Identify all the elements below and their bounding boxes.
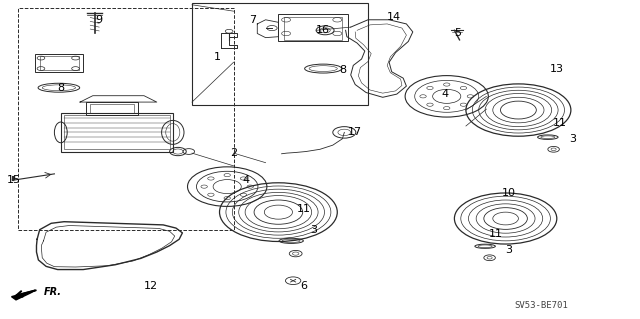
Text: 6: 6 [301, 280, 307, 291]
Text: FR.: FR. [44, 287, 61, 297]
Text: 10: 10 [502, 188, 516, 198]
Text: 3: 3 [506, 245, 512, 256]
Text: 11: 11 [489, 229, 503, 240]
Bar [86, 102, 138, 115]
Bar [278, 14, 348, 41]
Text: 13: 13 [550, 63, 564, 74]
Text: 17: 17 [348, 127, 362, 137]
Text: 5: 5 [454, 28, 461, 39]
Text: 3: 3 [310, 225, 317, 235]
Text: 1: 1 [214, 52, 221, 63]
Bar [40, 56, 79, 70]
Text: 11: 11 [297, 204, 311, 214]
Text: 12: 12 [143, 280, 157, 291]
Text: 8: 8 [339, 65, 346, 75]
Text: 7: 7 [249, 15, 257, 25]
Text: 4: 4 [441, 89, 449, 99]
Bar [35, 54, 83, 72]
Text: 14: 14 [387, 11, 401, 22]
Text: 15: 15 [7, 175, 21, 185]
Bar [61, 113, 173, 152]
Bar [90, 104, 134, 113]
Text: 4: 4 [243, 175, 250, 185]
Bar [18, 8, 234, 230]
Text: 3: 3 [570, 134, 576, 144]
Bar [192, 3, 368, 105]
Bar [64, 115, 170, 149]
Text: 9: 9 [95, 15, 103, 25]
Polygon shape [12, 290, 35, 300]
Bar [284, 17, 342, 40]
Text: 11: 11 [553, 118, 567, 128]
Text: 16: 16 [316, 25, 330, 35]
Text: 2: 2 [230, 148, 237, 158]
Text: 8: 8 [57, 83, 65, 93]
Text: SV53-BE701: SV53-BE701 [514, 301, 568, 310]
